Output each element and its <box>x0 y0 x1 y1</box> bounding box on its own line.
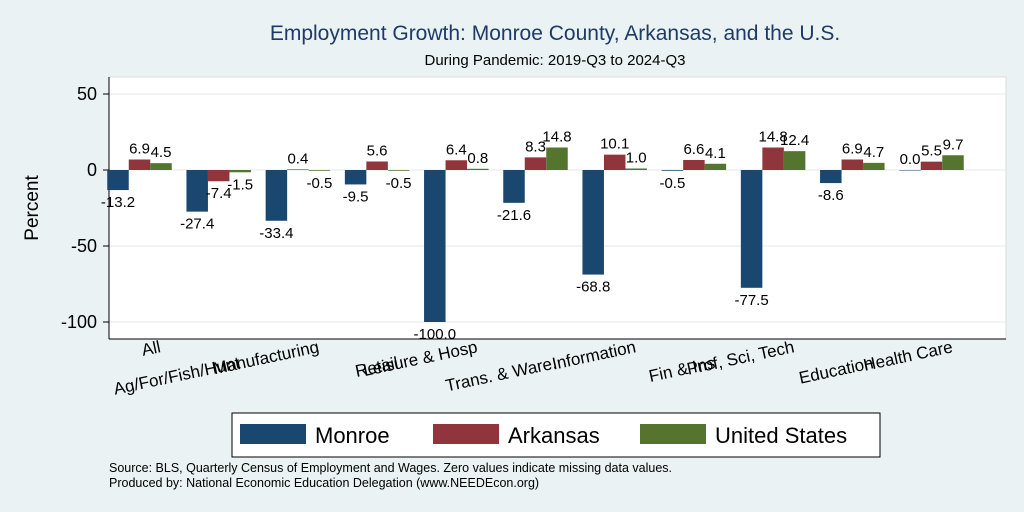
bar-arkansas <box>128 159 151 170</box>
data-label: 5.5 <box>921 143 942 160</box>
legend-item-united-states: United States <box>640 423 847 448</box>
bar-arkansas <box>762 147 784 170</box>
bar-monroe <box>820 170 842 184</box>
y-tick-label: 50 <box>77 84 97 104</box>
category-label: Health Care <box>862 337 955 374</box>
legend-label: United States <box>715 423 847 448</box>
data-label: -33.4 <box>259 225 293 242</box>
bar-arkansas <box>366 161 388 170</box>
bar-monroe <box>899 170 921 171</box>
bar-arkansas <box>207 170 230 182</box>
category-label: Information <box>550 337 637 373</box>
bar-monroe <box>424 170 446 322</box>
data-label: 10.1 <box>600 136 629 153</box>
legend-item-arkansas: Arkansas <box>433 423 600 448</box>
plot-area <box>108 76 1007 340</box>
data-label: -0.5 <box>659 175 685 192</box>
data-label: -100.0 <box>414 326 457 343</box>
bar-arkansas <box>445 160 468 170</box>
bar-monroe <box>344 170 367 185</box>
bar-united-states <box>942 155 964 170</box>
chart-subtitle: During Pandemic: 2019-Q3 to 2024-Q3 <box>425 52 686 69</box>
bar-arkansas <box>841 159 864 170</box>
bar-united-states <box>783 151 806 170</box>
bar-monroe <box>503 170 525 203</box>
bar-united-states <box>387 170 410 171</box>
data-label: 1.0 <box>626 149 647 166</box>
data-label: 6.6 <box>683 141 704 158</box>
data-label: -13.2 <box>101 194 135 211</box>
bar-united-states <box>229 170 251 173</box>
bar-arkansas <box>920 161 943 170</box>
bar-monroe <box>107 170 129 191</box>
data-label: 5.6 <box>367 142 388 159</box>
footer-produced: Produced by: National Economic Education… <box>109 476 539 490</box>
legend-swatch <box>640 424 706 444</box>
bar-monroe <box>661 170 684 171</box>
bar-united-states <box>467 168 489 170</box>
data-label: 9.7 <box>943 136 964 153</box>
data-label: 4.1 <box>705 145 726 162</box>
data-label: -7.4 <box>206 185 232 202</box>
category-label: All <box>140 337 162 360</box>
data-labels: -13.2 -27.4 -33.4 -9.5 -100.0 -21.6 -68.8 -0.5 -… <box>101 129 964 343</box>
bar-united-states <box>150 163 172 170</box>
category-label: Manufacturing <box>211 337 320 378</box>
bar-united-states <box>863 162 885 170</box>
data-label: 0.8 <box>467 150 488 167</box>
legend: Monroe Arkansas United States <box>231 412 881 458</box>
data-label: 14.8 <box>758 129 787 146</box>
data-label: -0.5 <box>386 175 412 192</box>
bar-monroe <box>265 170 288 221</box>
bar-united-states <box>704 163 727 170</box>
bar-united-states <box>308 170 331 171</box>
data-label: 8.3 <box>525 138 546 155</box>
y-tick-label: 0 <box>87 160 97 180</box>
data-label: -1.5 <box>227 176 253 193</box>
y-tick-label: -50 <box>71 236 97 256</box>
bar-arkansas <box>683 159 705 170</box>
bar-united-states <box>625 168 647 170</box>
legend-swatch <box>433 424 499 444</box>
legend-box <box>231 412 881 458</box>
data-label: 0.4 <box>287 150 308 167</box>
data-label: -27.4 <box>180 216 214 233</box>
data-label: -0.5 <box>306 175 332 192</box>
y-tick-label: -100 <box>61 312 97 332</box>
data-label: 4.7 <box>863 144 884 161</box>
data-label: -9.5 <box>343 188 369 205</box>
data-label: 6.9 <box>129 141 150 158</box>
bar-monroe <box>740 170 763 288</box>
legend-label: Monroe <box>315 423 390 448</box>
chart-title: Employment Growth: Monroe County, Arkans… <box>270 22 840 45</box>
bar-arkansas <box>524 157 547 170</box>
bar-arkansas <box>603 154 626 170</box>
data-label: -77.5 <box>734 292 768 309</box>
data-label: 4.5 <box>151 144 172 161</box>
legend-item-monroe: Monroe <box>240 423 390 448</box>
category-label: Prof, Sci, Tech <box>685 337 796 378</box>
data-label: -8.6 <box>818 187 844 204</box>
data-label: -21.6 <box>497 207 531 224</box>
y-axis-ticks: 50 0 -50 -100 <box>61 84 109 332</box>
bar-arkansas <box>287 169 309 170</box>
data-label: 0.0 <box>900 151 921 168</box>
data-label: -68.8 <box>576 279 610 296</box>
footer-source: Source: BLS, Quarterly Census of Employm… <box>109 461 672 475</box>
legend-label: Arkansas <box>508 423 600 448</box>
data-label: 6.4 <box>446 141 467 158</box>
legend-swatch <box>240 424 306 444</box>
bars <box>107 147 964 322</box>
bar-monroe <box>582 170 604 275</box>
bar-monroe <box>186 170 208 212</box>
bar-united-states <box>546 147 568 170</box>
data-label: 14.8 <box>542 129 571 146</box>
y-axis-label: Percent <box>22 175 43 241</box>
data-label: 6.9 <box>842 141 863 158</box>
data-label: 12.4 <box>780 132 809 149</box>
